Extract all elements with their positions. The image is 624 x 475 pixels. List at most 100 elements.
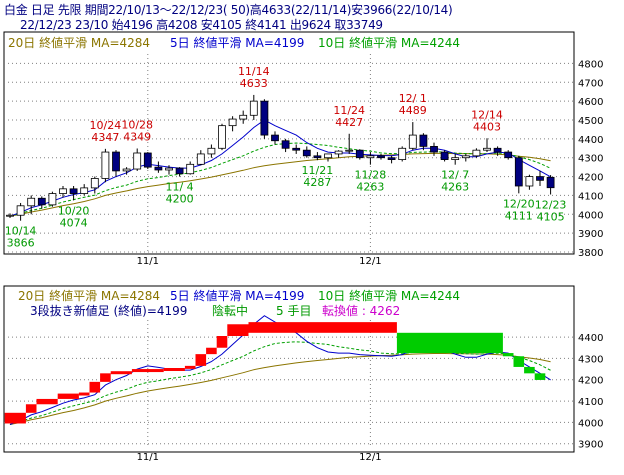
x-tick-label: 12/1: [359, 452, 381, 463]
y-tick-label: 4200: [578, 173, 603, 184]
candle-up: [334, 150, 343, 155]
candle-up: [80, 187, 89, 194]
x-tick-label: 12/1: [359, 256, 381, 267]
high-date-label: 12/ 1: [399, 92, 427, 105]
candle-up: [249, 100, 258, 116]
brick-up: [78, 392, 90, 396]
brick-down: [513, 356, 525, 367]
high-date-label: 12/14: [471, 108, 503, 121]
candle-down: [69, 188, 78, 194]
candle-up: [122, 168, 131, 172]
candle-down: [504, 151, 513, 159]
brick-up: [110, 371, 132, 375]
brick-up: [131, 369, 164, 373]
brick-down: [396, 332, 503, 354]
candle-up: [472, 149, 481, 157]
y-tick-label: 4400: [578, 333, 603, 344]
candle-down: [281, 140, 290, 149]
candle-down: [430, 145, 438, 153]
line-break-count: 5 手目: [276, 304, 311, 318]
candle-up: [324, 153, 332, 159]
low-value-label: 4111: [505, 209, 533, 222]
candle-up: [408, 134, 417, 149]
brick-up: [227, 324, 249, 336]
candle-up: [6, 214, 14, 217]
brick-up: [206, 347, 217, 355]
candle-up: [48, 193, 57, 206]
brick-up: [248, 322, 397, 333]
low-value-label: 4287: [303, 176, 331, 189]
candle-down: [143, 152, 152, 168]
low-value-label: 4263: [441, 181, 469, 194]
low-value-label: 4105: [537, 210, 565, 223]
three-line-break-y-axis: 3900 4000 4100 4200 4300 4400: [578, 333, 603, 451]
brick-up: [25, 404, 37, 413]
candle-down: [302, 149, 311, 157]
ma10-line: [9, 142, 551, 217]
high-value-label: 4347: [91, 131, 119, 144]
y-tick-label: 4600: [578, 97, 603, 108]
candle-up: [461, 155, 470, 159]
candle-up: [59, 188, 67, 194]
three-line-break-frame: [3, 285, 575, 453]
candle-down: [493, 147, 502, 153]
y-tick-label: 4400: [578, 135, 603, 146]
line-break-bricks: [4, 322, 546, 424]
y-tick-label: 3900: [578, 229, 603, 240]
brick-up: [36, 398, 58, 405]
legend-ma20: 20日 終値平滑 MA=4284: [8, 35, 150, 50]
line-break-state: 陰転中: [212, 303, 248, 318]
y-tick-label: 3900: [578, 440, 603, 451]
last-bar-summary: 22/12/23 23/10 始4196 高4208 安4105 終4141 出…: [20, 18, 383, 32]
low-value-label: 4263: [356, 181, 384, 194]
high-date-label: 11/14: [238, 65, 270, 78]
y-tick-label: 4300: [578, 354, 603, 365]
legend2-ma20: 20日 終値平滑 MA=4284: [18, 288, 160, 303]
moving-average-lines: [9, 119, 551, 217]
y-tick-label: 4000: [578, 418, 603, 429]
candle-down: [112, 151, 120, 172]
brick-down: [524, 366, 535, 374]
y-tick-label: 4000: [578, 210, 603, 221]
candle-down: [536, 176, 544, 181]
y-tick-label: 3800: [578, 248, 603, 259]
candle-up: [228, 118, 237, 127]
candle-down: [546, 176, 555, 189]
brick-up: [57, 393, 79, 399]
brick-up: [100, 373, 111, 382]
ma5-line: [9, 119, 551, 217]
y-tick-label: 4100: [578, 191, 603, 202]
brick-up: [4, 412, 26, 424]
x-tick-label: 11/1: [137, 452, 159, 463]
candlestick-x-axis: 11/1 12/1: [137, 256, 382, 267]
high-date-label: 10/28: [121, 118, 153, 131]
y-tick-label: 4500: [578, 116, 603, 127]
low-date-label: 11/28: [355, 169, 387, 182]
candle-down: [313, 155, 322, 159]
legend2-ma10: 10日 終値平滑 MA=4244: [318, 288, 460, 303]
candle-down: [292, 147, 301, 151]
candle-down: [377, 155, 385, 159]
y-tick-label: 4700: [578, 78, 603, 89]
candle-up: [239, 114, 248, 120]
candlestick-grid: [4, 54, 574, 253]
legend-ma5: 5日 終値平滑 MA=4199: [170, 35, 304, 50]
line-break-label: 3段抜き新値足 (終値)=4199: [30, 303, 187, 318]
brick-up: [184, 365, 196, 369]
brick-down: [534, 373, 546, 380]
candlestick-y-axis: 3800 3900 4000 4100 4200 4300 4400 4500 4600 4700…: [578, 59, 603, 259]
brick-up: [163, 368, 185, 371]
y-tick-label: 4800: [578, 59, 603, 70]
line-break-turn-value: 転換値 : 4262: [322, 303, 400, 318]
candle-down: [355, 149, 364, 159]
candle-down: [387, 157, 396, 160]
low-date-label: 11/ 4: [165, 181, 193, 194]
candle-down: [419, 134, 428, 147]
candle-down: [175, 167, 184, 175]
ma20-line: [9, 353, 551, 425]
candles: [6, 94, 555, 221]
candle-up: [165, 167, 173, 171]
brick-up: [89, 381, 101, 393]
